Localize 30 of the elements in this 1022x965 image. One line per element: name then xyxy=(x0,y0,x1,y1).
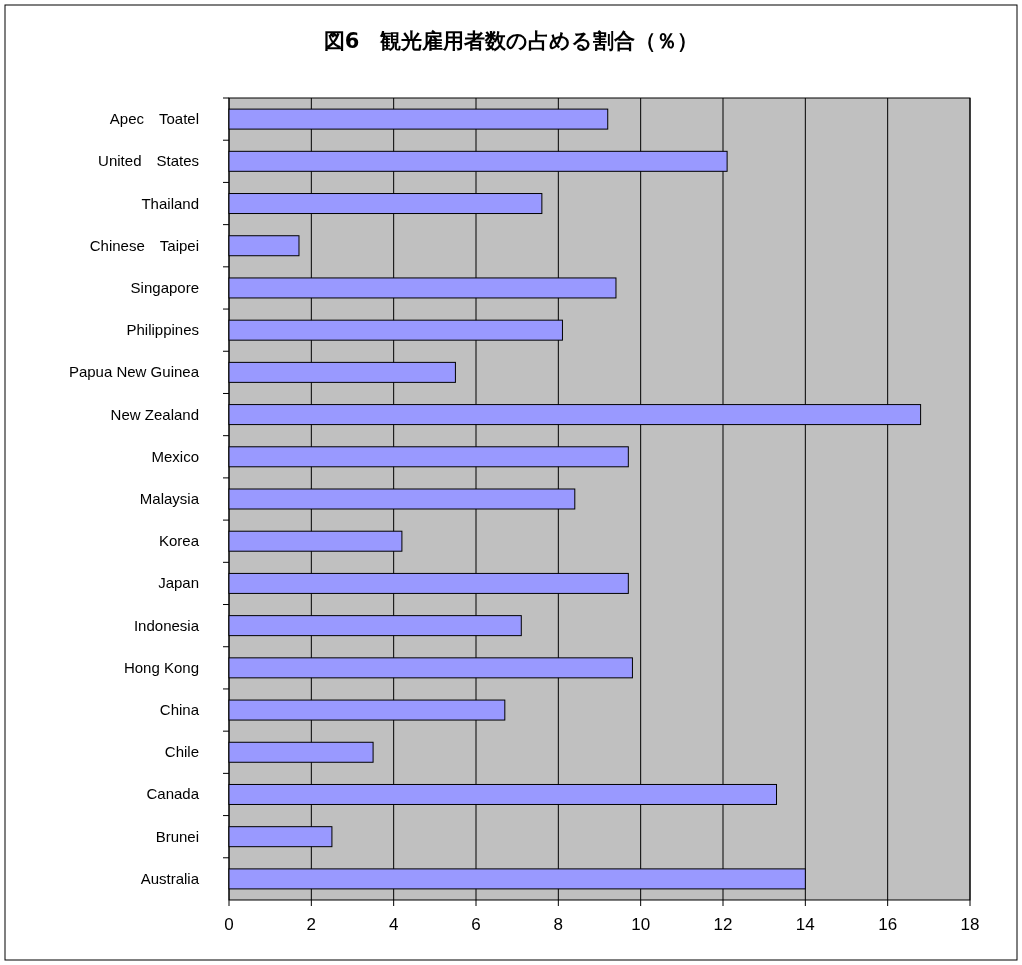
y-tick-label: Hong Kong xyxy=(123,658,199,676)
y-tick-label: Chinese Taipei xyxy=(89,236,199,254)
x-tick-label: 0 xyxy=(224,915,234,934)
y-tick-label: Papua New Guinea xyxy=(68,363,200,381)
x-tick-label: 16 xyxy=(878,915,898,934)
y-tick-label: United States xyxy=(98,152,199,170)
x-tick-label: 8 xyxy=(553,915,564,934)
x-tick-label: 12 xyxy=(713,915,733,934)
x-tick-label: 4 xyxy=(388,915,399,934)
y-tick-label: Korea xyxy=(158,532,200,550)
y-tick-label: Canada xyxy=(146,785,200,803)
x-tick-label: 6 xyxy=(471,915,481,934)
y-tick-label: Philippines xyxy=(126,321,199,339)
y-tick-label: Australia xyxy=(140,869,200,887)
x-tick-label: 2 xyxy=(306,915,317,934)
x-tick-label: 18 xyxy=(960,915,980,934)
y-tick-label: Mexico xyxy=(151,447,199,465)
x-tick-label: 14 xyxy=(795,915,815,934)
y-tick-label: China xyxy=(159,701,200,719)
y-tick-label: Brunei xyxy=(155,827,199,845)
y-tick-label: Indonesia xyxy=(133,616,200,634)
chart-title: 図6 観光雇用者数の占める割合（％） xyxy=(323,29,699,53)
y-tick-label: Apec Toatel xyxy=(109,110,199,128)
y-tick-label: New Zealand xyxy=(110,405,199,423)
y-tick-label: Singapore xyxy=(130,278,199,296)
y-tick-label: Japan xyxy=(158,574,199,592)
y-tick-label: Thailand xyxy=(141,194,199,212)
y-tick-label: Malaysia xyxy=(139,490,200,507)
x-tick-label: 10 xyxy=(631,915,651,934)
y-tick-label: Chile xyxy=(164,743,199,761)
